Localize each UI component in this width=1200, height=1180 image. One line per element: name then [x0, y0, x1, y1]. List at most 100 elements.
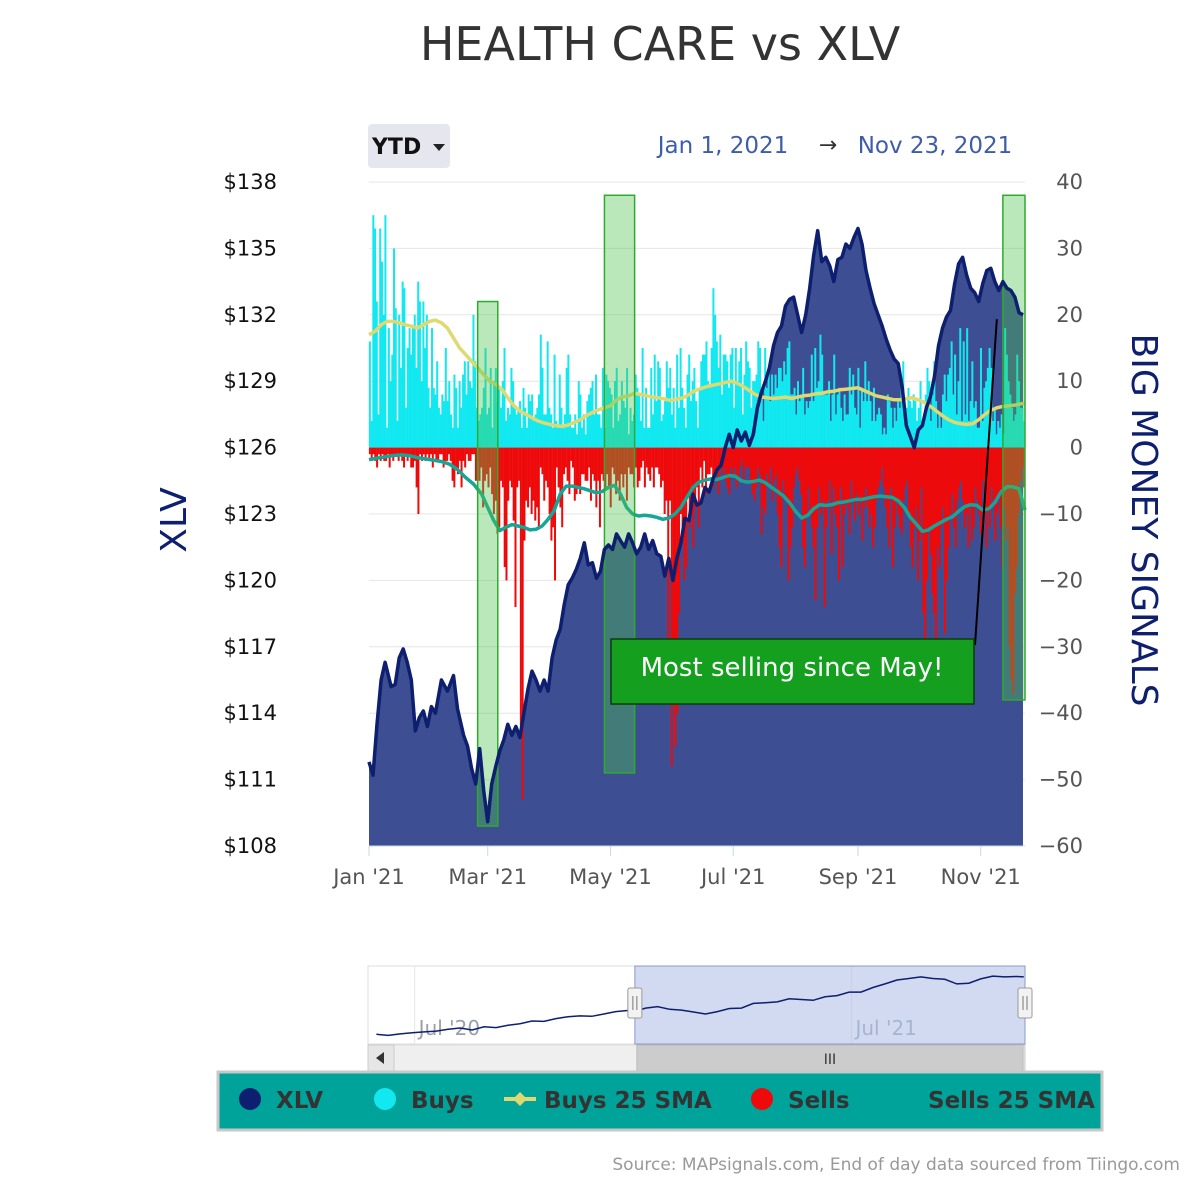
buys-bar: [831, 394, 834, 448]
buys-bar: [848, 367, 851, 448]
buys-bar: [862, 401, 865, 448]
buys-bar: [897, 401, 900, 448]
sells-bar: [924, 447, 927, 661]
buys-bar: [981, 421, 984, 448]
sells-bar: [532, 447, 535, 501]
navigator-scrollbar[interactable]: III: [367, 1044, 1026, 1072]
sells-bar: [875, 447, 878, 501]
buys-bar: [593, 414, 596, 448]
sells-bar: [766, 447, 769, 475]
legend: XLV Buys Buys 25 SMA Sells Sells 25 SMA: [216, 1070, 1104, 1132]
sells-bar: [385, 447, 388, 461]
buys-bar: [1014, 414, 1017, 448]
date-range-to[interactable]: Nov 23, 2021: [858, 133, 1013, 159]
sells-bar: [381, 447, 384, 455]
sells-bar: [820, 447, 823, 514]
right-tick-label: 20: [1056, 303, 1083, 327]
buys-bar: [919, 381, 922, 448]
sells-bar: [579, 447, 582, 495]
buys-bar: [748, 367, 751, 448]
sells-bar: [784, 447, 787, 495]
buys-bar: [898, 407, 901, 448]
legend-item[interactable]: Sells: [751, 1088, 850, 1114]
sells-bar: [841, 447, 844, 568]
buys-bar: [413, 314, 416, 448]
sells-bar: [854, 447, 857, 521]
left-tick-label: $132: [224, 303, 277, 327]
buys-bar: [662, 414, 665, 448]
navigator-selection[interactable]: [634, 965, 1026, 1045]
sells-bar: [609, 447, 612, 508]
range-selector[interactable]: YTD: [368, 124, 450, 168]
sells-bar: [430, 447, 433, 455]
handle-body[interactable]: [1017, 987, 1033, 1019]
buys-bar: [867, 381, 870, 448]
navigator-right-handle[interactable]: [1017, 987, 1033, 1019]
legend-item[interactable]: Buys 25 SMA: [504, 1088, 712, 1114]
buys-bar: [821, 354, 824, 448]
buys-bar: [860, 387, 863, 448]
sells-bar: [773, 447, 776, 481]
sells-bar: [447, 447, 450, 455]
xlv-line: [367, 226, 1024, 824]
sells-bar: [446, 447, 449, 461]
sells-bar: [636, 447, 639, 488]
buys-bar: [876, 414, 879, 448]
scrollbar-thumb[interactable]: [636, 1044, 1024, 1072]
buys-bar: [410, 354, 413, 448]
buys-bar: [765, 387, 768, 448]
buys-bar: [936, 427, 939, 448]
buys-bar: [1007, 381, 1010, 448]
sells-bar: [839, 447, 842, 488]
buys-bar: [405, 407, 408, 448]
date-range-from[interactable]: Jan 1, 2021: [656, 133, 789, 159]
sells-bar: [554, 447, 557, 581]
sells-bar: [805, 447, 808, 514]
left-tick-label: $114: [224, 701, 277, 725]
sells-bar: [568, 447, 571, 495]
buys-bar: [517, 407, 520, 448]
sells-bar: [961, 447, 964, 501]
sells-bar: [985, 447, 988, 548]
buys-bar: [843, 394, 846, 448]
buys-bar: [615, 367, 618, 448]
sells-bar: [945, 447, 948, 581]
range-button[interactable]: [368, 124, 450, 168]
handle-body[interactable]: [627, 987, 643, 1019]
sells-bar: [730, 447, 733, 468]
buys-bar: [482, 387, 485, 448]
buys-bar: [871, 421, 874, 448]
sells-bar: [498, 447, 501, 528]
buys-bar: [677, 407, 680, 448]
sells-bar: [485, 447, 488, 475]
legend-item[interactable]: Buys: [374, 1088, 474, 1114]
sells-bar: [776, 447, 779, 514]
buys-bar: [740, 348, 743, 448]
sells-bar: [949, 447, 952, 514]
buys-bar: [468, 381, 471, 448]
scrollbar-grip-icon: III: [824, 1052, 836, 1068]
buys-bar: [493, 381, 496, 448]
buys-bar: [745, 341, 748, 448]
sells-bar: [893, 447, 896, 528]
sells-bar: [911, 447, 914, 568]
navigator[interactable]: Jul '20Jul '21: [367, 965, 1033, 1045]
navigator-left-handle[interactable]: [627, 987, 643, 1019]
sells-bar: [764, 447, 767, 514]
sells-bar: [404, 447, 407, 455]
buys-bar: [962, 341, 965, 448]
sells-bar: [800, 447, 803, 495]
sells-bar: [990, 447, 993, 488]
buys-bar: [973, 407, 976, 448]
buys-bar: [943, 374, 946, 448]
sells-bar: [514, 447, 517, 607]
x-tick-label: Nov '21: [941, 865, 1021, 889]
sells-bar: [717, 447, 720, 495]
buys-bar: [707, 381, 710, 448]
legend-item[interactable]: XLV: [239, 1088, 323, 1114]
sells-bar: [850, 447, 853, 481]
buys-bar: [481, 407, 484, 448]
sells-bar: [918, 447, 921, 541]
legend-item[interactable]: Sells 25 SMA: [928, 1088, 1095, 1114]
